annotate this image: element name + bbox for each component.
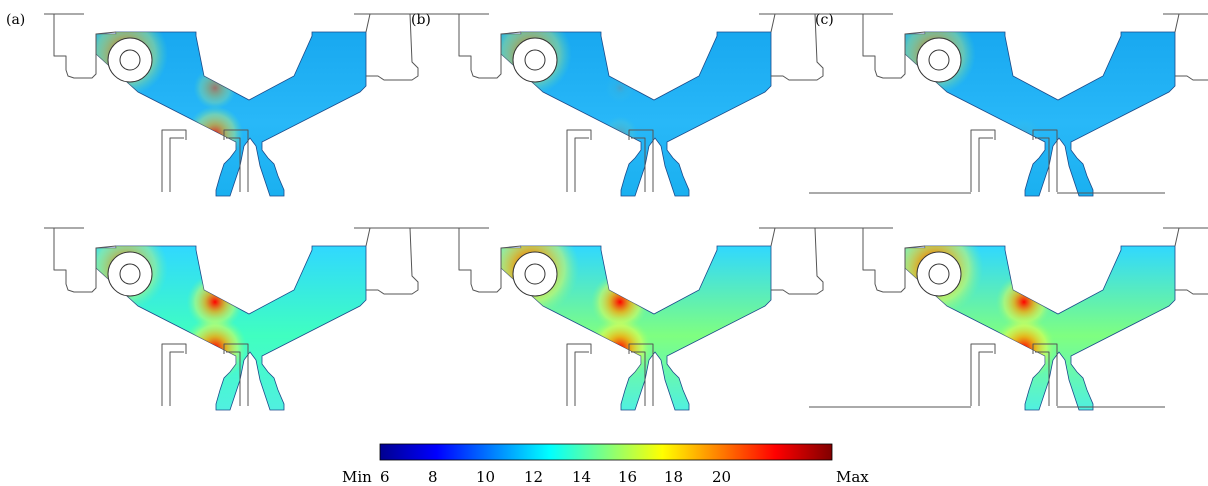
outlet-wall-left xyxy=(970,343,996,406)
outlet-wall-left xyxy=(161,343,187,406)
colorbar-tick-5: 14 xyxy=(572,468,591,486)
neck-hotspot xyxy=(991,315,1057,381)
neck-hotspot xyxy=(182,315,248,381)
panel-label-a: (a) xyxy=(6,12,25,28)
waist-hotspot xyxy=(604,72,636,104)
colorbar-tick-3: 10 xyxy=(476,468,495,486)
outlet-wall-right xyxy=(1032,129,1058,192)
colorbar-bar xyxy=(379,443,833,461)
outlet-wall-left xyxy=(161,129,187,192)
housing-left xyxy=(853,13,926,79)
rod-inner xyxy=(928,49,950,71)
housing-right xyxy=(759,13,857,81)
outlet-wall-right xyxy=(1032,343,1058,406)
housing-right xyxy=(1163,13,1208,81)
housing-right xyxy=(1163,227,1208,295)
panel-label-b: (b) xyxy=(411,12,431,28)
colorbar-tick-4: 12 xyxy=(524,468,543,486)
fluid-region xyxy=(500,31,772,197)
housing-left xyxy=(44,227,117,293)
neck-hotspot xyxy=(187,106,243,162)
colorbar-tick-0: Min xyxy=(342,468,372,486)
simulation-panels xyxy=(44,13,1208,411)
neck-hotspot xyxy=(602,116,638,152)
panel-label-c: (c) xyxy=(815,12,834,28)
outlet-wall-right xyxy=(628,343,654,406)
panel-c-bottom xyxy=(809,227,1208,411)
neck-hotspot xyxy=(1007,117,1041,151)
housing-right xyxy=(354,227,452,295)
colorbar-tick-6: 16 xyxy=(618,468,637,486)
colorbar-tick-1: 6 xyxy=(380,468,390,486)
outlet-wall-left xyxy=(566,343,592,406)
housing-left xyxy=(853,227,926,293)
colorbar-tick-8: 20 xyxy=(712,468,731,486)
outlet-wall-right xyxy=(628,129,654,192)
panel-c-top xyxy=(809,13,1208,197)
rod-inner xyxy=(524,49,546,71)
outlet-wall-right xyxy=(223,343,249,406)
rod-inner xyxy=(928,263,950,285)
panel-a-top xyxy=(44,13,452,197)
colorbar-tick-labels: Min 6 8 10 12 14 16 18 20 Max xyxy=(342,468,869,486)
panel-b-bottom xyxy=(449,227,857,411)
waist-hotspot xyxy=(193,66,237,110)
fluid-region xyxy=(904,31,1176,197)
housing-left xyxy=(449,13,522,79)
outlet-wall-left xyxy=(970,129,996,192)
colorbar-tick-2: 8 xyxy=(428,468,438,486)
housing-right xyxy=(759,227,857,295)
panel-b-top xyxy=(449,13,857,197)
colorbar: Min 6 8 10 12 14 16 18 20 Max xyxy=(342,443,869,486)
rod-inner xyxy=(524,263,546,285)
housing-left xyxy=(44,13,117,79)
housing-left xyxy=(449,227,522,293)
rod-inner xyxy=(119,49,141,71)
rod-inner xyxy=(119,263,141,285)
neck-hotspot xyxy=(587,315,653,381)
colorbar-tick-7: 18 xyxy=(664,468,683,486)
outlet-wall-right xyxy=(223,129,249,192)
panel-a-bottom xyxy=(44,227,452,411)
housing-right xyxy=(354,13,452,81)
colorbar-tick-9: Max xyxy=(836,468,869,486)
outlet-wall-left xyxy=(566,129,592,192)
